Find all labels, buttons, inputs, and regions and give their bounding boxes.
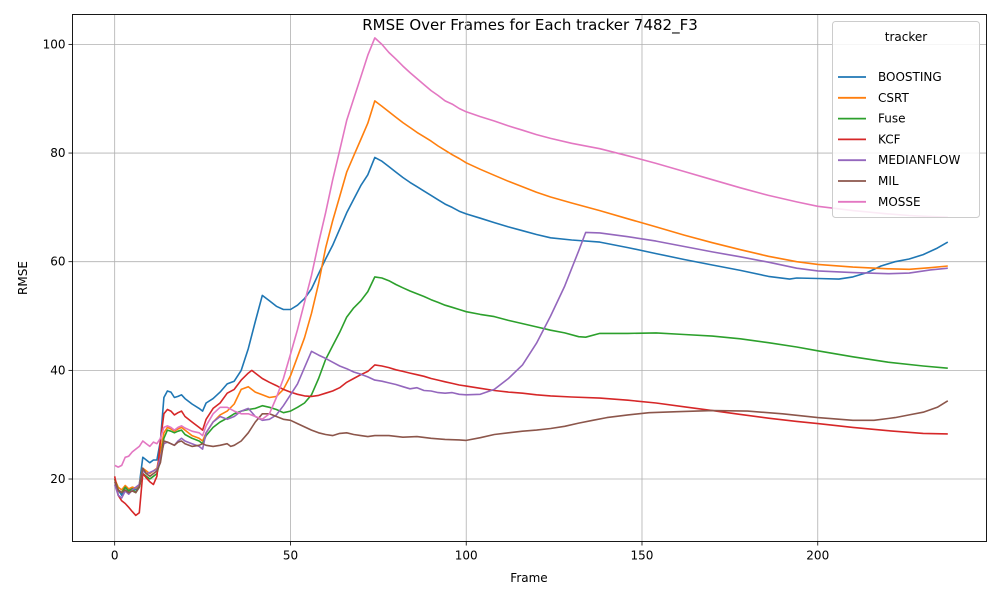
legend: tracker BOOSTING CSRT Fuse KCF MEDIANFLOW MIL…: [832, 21, 980, 218]
x-tick-label: 50: [283, 549, 298, 563]
x-axis-label: Frame: [510, 571, 547, 585]
legend-box: [832, 21, 980, 218]
x-axis-ticks: 0 50 100 150 200: [111, 541, 829, 563]
series-line-mosse: [114, 37, 948, 468]
y-tick-label: 40: [50, 363, 65, 377]
chart-title: RMSE Over Frames for Each tracker 7482_F…: [362, 16, 698, 35]
x-tick-label: 0: [111, 549, 119, 563]
series-line-medianflow: [113, 231, 948, 499]
y-axis-label: RMSE: [16, 261, 30, 295]
legend-title: tracker: [885, 30, 927, 44]
y-tick-label: 20: [50, 472, 65, 486]
legend-label-mil: MIL: [878, 174, 899, 188]
legend-label-boosting: BOOSTING: [878, 70, 942, 84]
series-lines: [113, 37, 949, 517]
series-line-csrt: [113, 100, 948, 491]
legend-label-kcf: KCF: [878, 132, 901, 146]
series-line-kcf: [113, 364, 948, 517]
legend-label-csrt: CSRT: [878, 91, 909, 105]
series-line-mil: [113, 400, 949, 494]
legend-items: BOOSTING CSRT Fuse KCF MEDIANFLOW MIL MOSSE: [838, 70, 961, 209]
x-tick-label: 150: [631, 549, 654, 563]
x-tick-label: 100: [455, 549, 478, 563]
y-axis-ticks: 20 40 60 80 100: [43, 37, 73, 486]
y-tick-label: 100: [43, 37, 66, 51]
legend-label-medianflow: MEDIANFLOW: [878, 153, 961, 167]
series-line-fuse: [113, 276, 948, 494]
legend-label-mosse: MOSSE: [878, 195, 921, 209]
y-tick-label: 80: [50, 146, 65, 160]
y-tick-label: 60: [50, 255, 65, 269]
series-line-boosting: [113, 156, 949, 497]
legend-label-fuse: Fuse: [878, 112, 906, 126]
plot-frame: [72, 14, 987, 542]
x-tick-label: 200: [806, 549, 829, 563]
